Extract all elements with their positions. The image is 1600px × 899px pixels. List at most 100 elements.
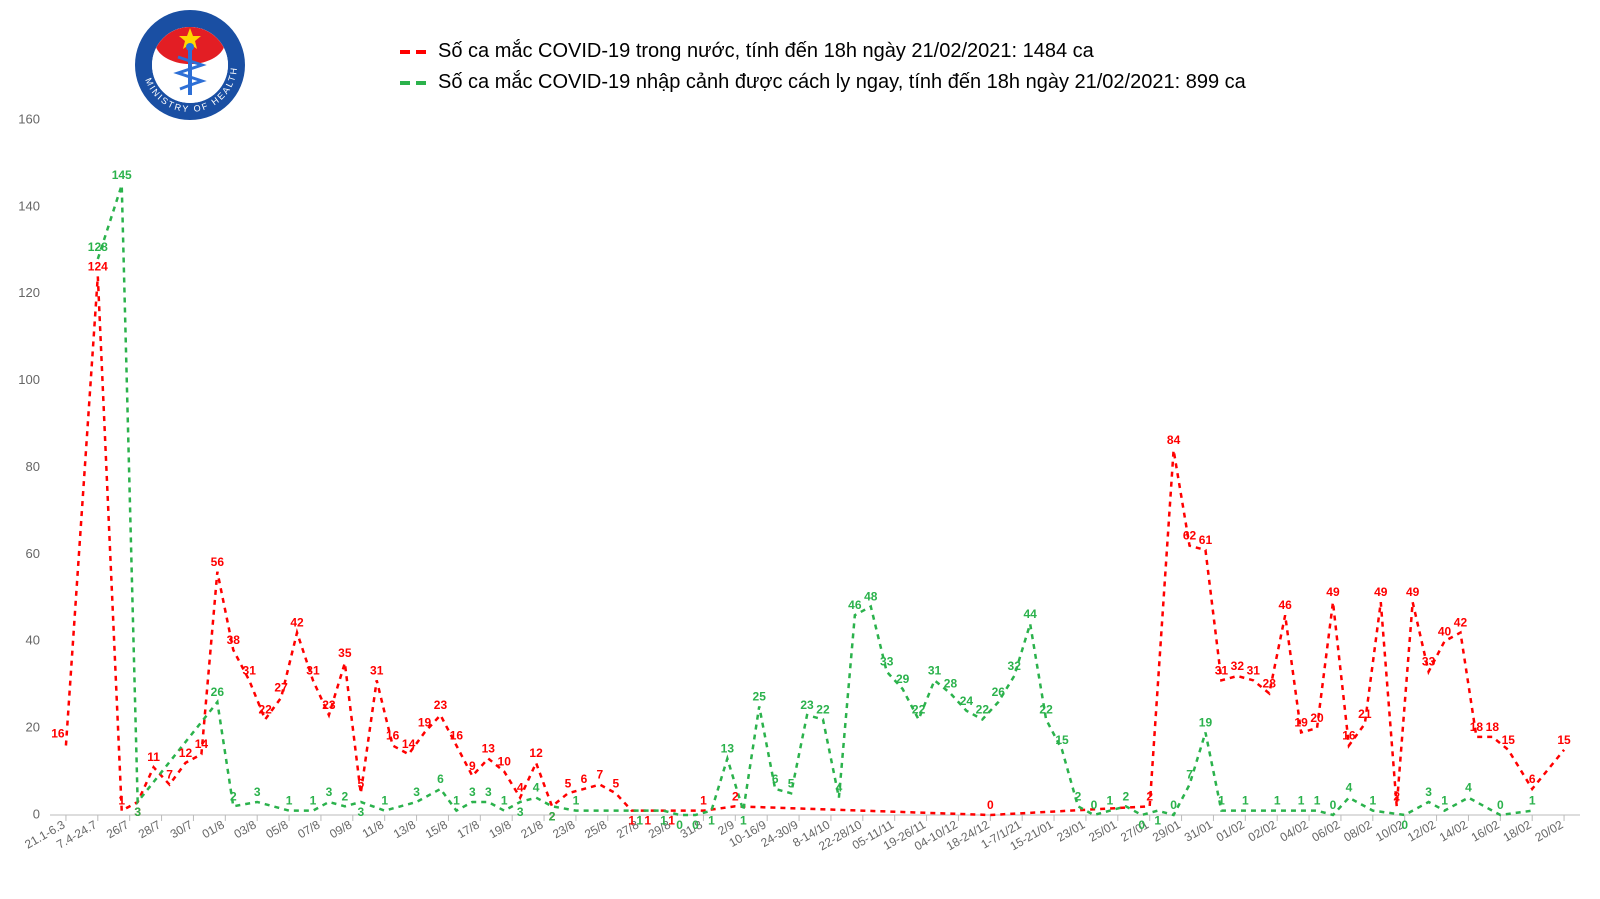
point-label: 16: [386, 729, 400, 743]
domestic-line: [66, 276, 1564, 815]
svg-text:21/8: 21/8: [518, 817, 546, 841]
point-label: 12: [529, 746, 543, 760]
point-label: 3: [413, 785, 420, 799]
point-label: 2: [1122, 789, 1129, 803]
point-label: 1: [668, 814, 675, 828]
point-label: 0: [1091, 798, 1098, 812]
point-label: 33: [880, 655, 894, 669]
point-label: 6: [581, 772, 588, 786]
point-label: 1: [286, 794, 293, 808]
point-label: 1: [636, 814, 643, 828]
point-label: 128: [88, 240, 108, 254]
point-label: 6: [772, 772, 779, 786]
point-label: 40: [1438, 624, 1452, 638]
point-label: 35: [338, 646, 352, 660]
point-label: 4: [1346, 781, 1353, 795]
svg-text:04/02: 04/02: [1278, 817, 1311, 844]
point-label: 56: [211, 555, 225, 569]
point-label: 18: [1486, 720, 1500, 734]
point-label: 1: [708, 814, 715, 828]
svg-text:20/02: 20/02: [1533, 817, 1566, 844]
point-label: 84: [1167, 433, 1181, 447]
point-label: 42: [1454, 616, 1468, 630]
point-label: 15: [1557, 733, 1571, 747]
svg-text:0: 0: [33, 806, 40, 821]
point-label: 1: [118, 794, 125, 808]
point-label: 28: [944, 676, 958, 690]
point-label: 10: [498, 755, 512, 769]
point-label: 1: [453, 794, 460, 808]
point-label: 21: [1358, 707, 1372, 721]
point-label: 19: [1294, 715, 1308, 729]
point-label: 0: [1401, 818, 1408, 832]
svg-text:12/02: 12/02: [1405, 817, 1438, 844]
svg-text:31/01: 31/01: [1182, 817, 1215, 844]
svg-text:14/02: 14/02: [1437, 817, 1470, 844]
point-label: 1: [740, 814, 747, 828]
svg-text:160: 160: [18, 111, 40, 126]
point-label: 145: [112, 168, 132, 182]
svg-text:01/8: 01/8: [200, 817, 228, 841]
point-label: 7: [597, 768, 604, 782]
point-label: 1: [1441, 794, 1448, 808]
svg-text:06/02: 06/02: [1309, 817, 1342, 844]
point-label: 1: [628, 814, 635, 828]
point-label: 22: [258, 702, 272, 716]
point-label: 3: [1425, 785, 1432, 799]
point-label: 2: [342, 789, 349, 803]
point-label: 3: [134, 805, 141, 819]
point-label: 0: [1170, 798, 1177, 812]
svg-text:27/01: 27/01: [1118, 817, 1151, 844]
point-label: 5: [612, 776, 619, 790]
point-label: 1: [1107, 794, 1114, 808]
ministry-of-health-logo: MINISTRY OF HEALTH: [135, 10, 245, 120]
legend-row-domestic: Số ca mắc COVID-19 trong nước, tính đến …: [400, 40, 1246, 63]
point-label: 19: [418, 715, 432, 729]
svg-text:01/02: 01/02: [1214, 817, 1247, 844]
point-label: 1: [381, 794, 388, 808]
point-label: 16: [1342, 729, 1356, 743]
svg-text:23/01: 23/01: [1054, 817, 1087, 844]
svg-text:100: 100: [18, 372, 40, 387]
svg-text:28/7: 28/7: [136, 817, 164, 841]
covid-line-chart: 02040608010012014016021.1-6.37.4-24.726/…: [0, 0, 1600, 899]
point-label: 0: [676, 818, 683, 832]
point-label: 62: [1183, 529, 1197, 543]
point-label: 14: [402, 737, 416, 751]
point-label: 25: [753, 689, 767, 703]
point-label: 1: [1529, 794, 1536, 808]
svg-text:05/8: 05/8: [263, 817, 291, 841]
point-label: 31: [1247, 663, 1261, 677]
svg-text:120: 120: [18, 285, 40, 300]
point-label: 7: [1186, 768, 1193, 782]
point-label: 18: [1470, 720, 1484, 734]
point-label: 0: [692, 818, 699, 832]
point-label: 49: [1406, 585, 1420, 599]
point-label: 27: [274, 681, 288, 695]
svg-text:16/02: 16/02: [1469, 817, 1502, 844]
point-label: 3: [357, 805, 364, 819]
point-label: 1: [1298, 794, 1305, 808]
svg-text:13/8: 13/8: [391, 817, 419, 841]
point-label: 22: [912, 702, 926, 716]
point-label: 26: [211, 685, 225, 699]
svg-text:30/7: 30/7: [168, 817, 196, 841]
legend-row-imported: Số ca mắc COVID-19 nhập cảnh được cách l…: [400, 71, 1246, 94]
point-label: 31: [928, 663, 942, 677]
point-label: 13: [721, 742, 735, 756]
point-label: 33: [1422, 655, 1436, 669]
point-label: 1: [1274, 794, 1281, 808]
point-label: 2: [230, 789, 237, 803]
point-label: 1: [644, 814, 651, 828]
point-label: 2: [1146, 789, 1153, 803]
point-label: 49: [1374, 585, 1388, 599]
point-label: 4: [1465, 781, 1472, 795]
point-label: 22: [1039, 702, 1053, 716]
point-label: 3: [254, 785, 261, 799]
svg-text:140: 140: [18, 198, 40, 213]
point-label: 1: [310, 794, 317, 808]
point-label: 13: [482, 742, 496, 756]
legend-label-domestic: Số ca mắc COVID-19 trong nước, tính đến …: [438, 40, 1094, 63]
point-label: 2: [549, 809, 556, 823]
point-label: 7: [166, 768, 173, 782]
